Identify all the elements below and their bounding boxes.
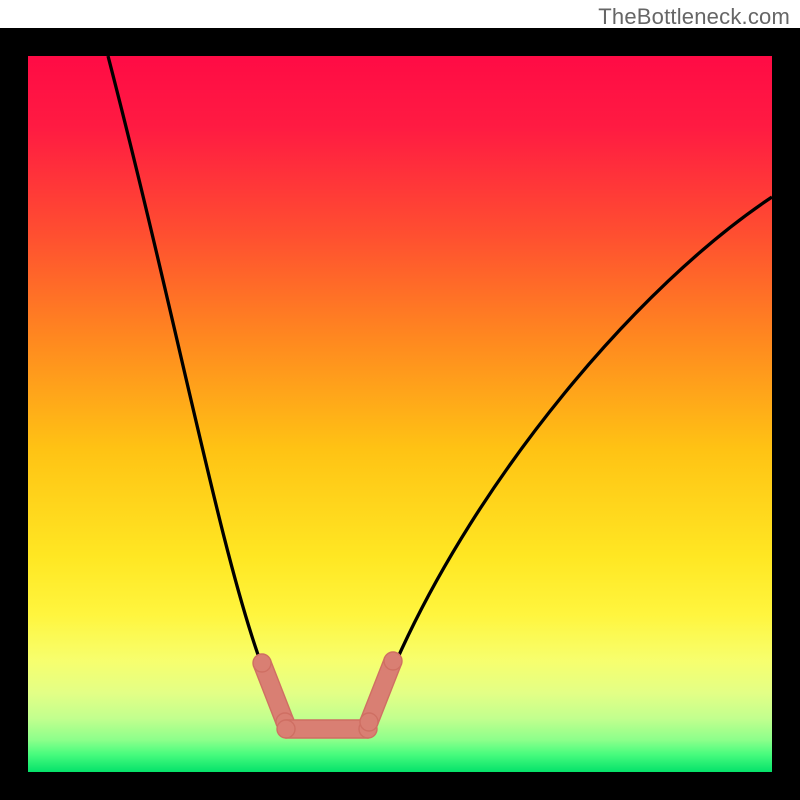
watermark-text: TheBottleneck.com: [598, 4, 790, 30]
valley-cap-2-1: [384, 652, 402, 670]
curve-right: [373, 197, 772, 716]
curve-left: [108, 56, 281, 716]
bottleneck-curve: [28, 56, 772, 772]
valley-cap-0-0: [253, 654, 271, 672]
gradient-background: [28, 56, 772, 772]
valley-segment-1: [286, 720, 368, 738]
chart-root: TheBottleneck.com: [0, 0, 800, 800]
valley-cap-2-0: [360, 713, 378, 731]
plot-frame: [0, 28, 800, 800]
valley-cap-1-0: [277, 720, 295, 738]
